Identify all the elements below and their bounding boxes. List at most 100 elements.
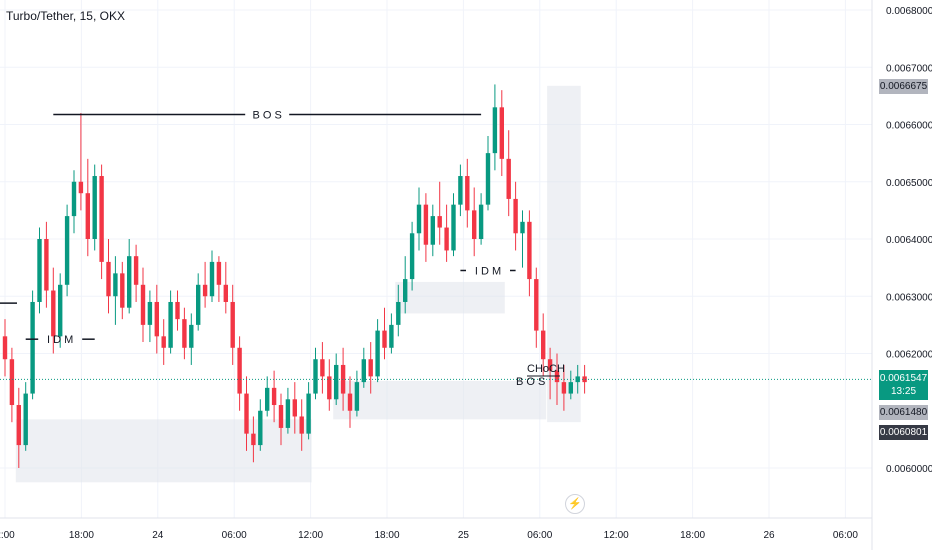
candle-body xyxy=(347,393,353,411)
price-tick-label: 0.0068000 xyxy=(886,6,932,17)
candle-body xyxy=(334,364,339,400)
bos-label-bottom: B O S xyxy=(516,376,545,388)
candle-body xyxy=(237,347,242,394)
candle-body xyxy=(541,330,546,360)
candle-body xyxy=(361,359,366,383)
candle-body xyxy=(520,221,525,234)
last-price-badge: 0.0061547 13:25 xyxy=(879,370,928,400)
candle-body xyxy=(71,181,77,217)
candle-body xyxy=(230,301,235,348)
candle-body xyxy=(444,227,449,251)
candle-body xyxy=(423,204,429,245)
candle-body xyxy=(527,221,532,280)
candle-body xyxy=(382,330,387,348)
structure-label: I D M xyxy=(475,265,501,277)
candle-body xyxy=(9,359,15,406)
candle-body xyxy=(513,198,518,234)
candle-body xyxy=(168,301,173,348)
time-tick-label: 24 xyxy=(152,530,164,541)
price-tick-label: 0.0060000 xyxy=(886,464,932,475)
candle-body xyxy=(147,301,153,325)
candle-body xyxy=(285,399,291,428)
candle-body xyxy=(437,216,442,228)
candle-body xyxy=(44,239,49,291)
candle-body xyxy=(430,216,435,245)
candle-body xyxy=(499,107,504,159)
candle-body xyxy=(451,204,456,251)
candle-body xyxy=(368,359,373,377)
candle-body xyxy=(58,284,63,337)
candle-body xyxy=(37,239,42,302)
candle-body xyxy=(196,284,201,325)
supply-demand-zone xyxy=(333,380,547,420)
candle-body xyxy=(120,273,125,308)
candle-body xyxy=(23,393,28,446)
time-tick-label: 06:00 xyxy=(527,530,552,541)
candle-body xyxy=(78,181,84,194)
time-tick-label: 18:00 xyxy=(680,530,705,541)
candle-body xyxy=(389,324,394,348)
candle-body xyxy=(161,336,166,348)
time-tick-label: 25 xyxy=(458,530,470,541)
candle-body xyxy=(472,210,477,239)
candle-body xyxy=(175,301,180,320)
supply-demand-zone xyxy=(395,281,505,314)
candle-body xyxy=(478,204,484,239)
candle-body xyxy=(106,261,111,297)
countdown-timer: 13:25 xyxy=(890,386,917,397)
candle-body xyxy=(306,393,311,434)
candle-body xyxy=(409,233,415,280)
candle-body xyxy=(189,324,194,348)
candle-body xyxy=(64,216,70,285)
candle-body xyxy=(465,176,470,211)
candle-body xyxy=(265,387,270,411)
price-tick-label: 0.0067000 xyxy=(886,63,932,74)
candle-body xyxy=(258,410,263,446)
mid-price-badge: 0.0061480 xyxy=(879,405,928,420)
last-price-value: 0.0061547 xyxy=(879,373,928,384)
candle-body xyxy=(340,364,346,394)
candle-body xyxy=(92,176,97,239)
candle-body xyxy=(534,279,539,331)
price-tick-label: 0.0062000 xyxy=(886,350,932,361)
time-tick-label: 2:00 xyxy=(0,530,15,541)
candle-body xyxy=(16,405,21,446)
low-price-badge: 0.0060801 xyxy=(879,425,928,440)
candle-body xyxy=(30,301,35,394)
chart-title: Turbo/Tether, 15, OKX xyxy=(6,9,125,23)
candle-body xyxy=(354,382,360,411)
structure-label: B O S xyxy=(253,109,282,121)
time-tick-label: 18:00 xyxy=(374,530,399,541)
candle-body xyxy=(492,107,498,154)
price-tick-label: 0.0066000 xyxy=(886,121,932,132)
candle-body xyxy=(133,256,139,285)
candle-body xyxy=(292,399,297,417)
candle-body xyxy=(202,284,208,297)
candle-body xyxy=(127,256,132,308)
time-tick-label: 06:00 xyxy=(222,530,247,541)
candle-body xyxy=(375,330,380,377)
upper-target-badge: 0.0066675 xyxy=(879,79,928,94)
time-tick-label: 12:00 xyxy=(604,530,629,541)
candle-body xyxy=(568,382,573,394)
candle-body xyxy=(223,284,228,302)
candle-body xyxy=(547,359,553,371)
candle-body xyxy=(271,387,277,406)
candle-body xyxy=(313,359,318,394)
candle-body xyxy=(327,376,332,400)
supply-demand-zone xyxy=(15,419,312,483)
candle-body xyxy=(416,204,422,234)
time-tick-label: 26 xyxy=(763,530,775,541)
candle-body xyxy=(561,382,567,394)
candle-body xyxy=(2,336,8,360)
candle-body xyxy=(582,376,587,383)
candle-body xyxy=(458,176,463,205)
candle-body xyxy=(51,290,56,337)
flash-icon[interactable]: ⚡ xyxy=(565,494,585,514)
candle-body xyxy=(113,273,118,297)
candle-body xyxy=(396,301,401,325)
candle-body xyxy=(216,261,222,285)
candle-body xyxy=(506,158,511,199)
